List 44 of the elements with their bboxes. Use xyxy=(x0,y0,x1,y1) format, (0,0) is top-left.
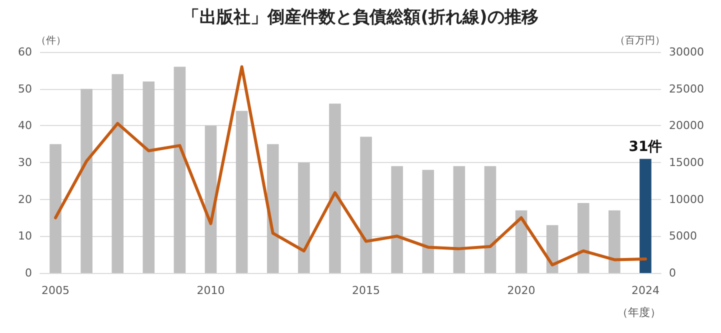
y-tick-label: 10 xyxy=(18,230,32,243)
bar xyxy=(640,158,652,273)
y2-tick-label: 25000 xyxy=(669,82,704,96)
bar xyxy=(360,136,372,273)
bar xyxy=(174,66,186,273)
y-tick-label: 40 xyxy=(18,119,32,132)
bar xyxy=(298,162,310,273)
y2-tick-label: 0 xyxy=(669,266,676,280)
x-tick-label: 2015 xyxy=(352,284,380,297)
y-tick-label: 60 xyxy=(18,46,32,58)
y2-tick-label: 10000 xyxy=(669,192,704,206)
bar xyxy=(329,104,341,273)
y2-tick-label: 5000 xyxy=(669,230,697,243)
y2-axis-title: （百万円） xyxy=(615,36,665,46)
y-axis-title: （件） xyxy=(36,36,66,46)
bar xyxy=(236,110,248,273)
x-tick-label: 2020 xyxy=(507,284,536,297)
bar xyxy=(391,166,403,273)
y-tick-label: 50 xyxy=(18,82,32,96)
bar xyxy=(453,166,466,273)
x-axis-title: （年度） xyxy=(617,306,661,319)
bar xyxy=(577,203,590,273)
bar xyxy=(484,166,496,273)
bar xyxy=(608,210,620,273)
chart-title: 「出版社」倒産件数と負債総額(折れ線)の推移 xyxy=(182,8,538,28)
bar xyxy=(80,88,92,273)
y-tick-label: 0 xyxy=(25,266,32,280)
bar xyxy=(204,126,217,273)
line-series xyxy=(54,65,647,266)
bar xyxy=(422,170,434,273)
bar xyxy=(142,81,155,273)
y2-tick-label: 20000 xyxy=(669,119,704,132)
x-tick-label: 2005 xyxy=(42,284,70,297)
y-tick-label: 30 xyxy=(18,156,32,169)
y2-tick-label: 15000 xyxy=(669,156,704,169)
bar xyxy=(266,144,279,273)
data-label: 31件 xyxy=(628,138,662,155)
x-tick-label: 2010 xyxy=(196,284,225,297)
bar xyxy=(112,74,124,273)
y-tick-label: 20 xyxy=(18,192,32,206)
x-tick-label: 2024 xyxy=(631,284,660,297)
bar xyxy=(515,210,528,273)
y2-tick-label: 30000 xyxy=(669,46,704,58)
bar xyxy=(50,144,62,273)
